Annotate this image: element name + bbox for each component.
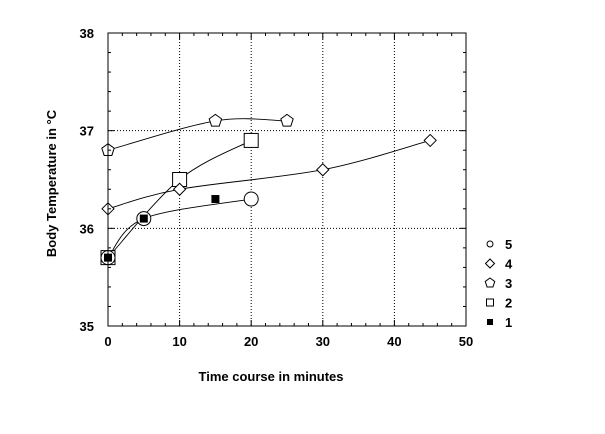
series-5-point	[243, 191, 259, 207]
x-tick-label: 40	[387, 334, 401, 349]
legend-label-1: 1	[505, 315, 512, 330]
x-tick-label: 20	[244, 334, 258, 349]
series-2-point	[243, 132, 259, 148]
series-curves	[107, 118, 431, 258]
plot-frame	[107, 32, 467, 327]
legend-marker-5	[486, 240, 494, 248]
series-3-point	[208, 113, 223, 127]
series-1-point	[211, 195, 220, 204]
legend-marker-2	[486, 298, 494, 307]
y-axis-title: Body Temperature in °C	[44, 109, 59, 257]
series-4-point	[316, 163, 330, 177]
series-3-point	[280, 113, 294, 127]
x-tick-label: 30	[316, 334, 330, 349]
legend-label-4: 4	[505, 257, 513, 272]
legend-label-2: 2	[505, 296, 512, 311]
legend-label-5: 5	[505, 237, 512, 252]
grid-lines	[108, 33, 466, 326]
legend-marker-4	[484, 258, 496, 269]
y-tick-label: 35	[80, 319, 94, 334]
y-tick-label: 36	[80, 221, 94, 236]
x-tick-label: 0	[104, 334, 111, 349]
axis-ticks: 0 10 20 30 40 50 35 36 37 38	[80, 26, 474, 349]
x-tick-label: 50	[459, 334, 473, 349]
legend: 5 4 3 2 1	[484, 237, 513, 330]
series-4-point	[172, 182, 187, 196]
x-tick-label: 10	[172, 334, 186, 349]
legend-marker-1	[487, 319, 493, 325]
legend-label-3: 3	[505, 276, 512, 291]
series-4-line	[107, 139, 431, 210]
series-3-line	[107, 118, 288, 151]
y-tick-label: 37	[80, 124, 94, 139]
series-4-point	[423, 133, 437, 148]
x-axis-title: Time course in minutes	[199, 369, 344, 384]
series-1-point	[139, 214, 148, 223]
y-tick-label: 38	[80, 26, 94, 41]
legend-marker-3	[484, 277, 496, 288]
